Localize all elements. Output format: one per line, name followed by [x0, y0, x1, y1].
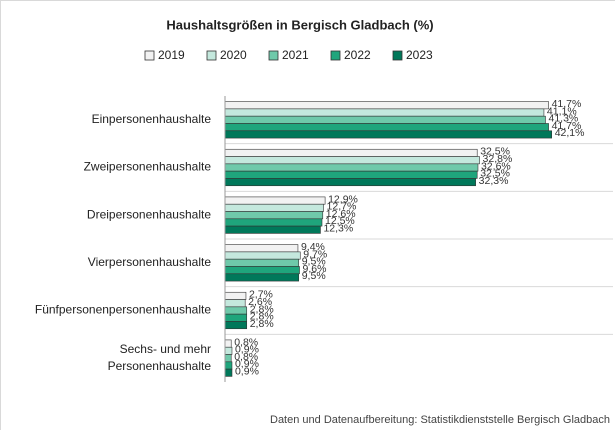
bar — [224, 108, 545, 117]
value-label: 12,3% — [323, 223, 353, 235]
legend-swatch — [392, 50, 403, 61]
value-label: 9,6% — [302, 263, 326, 275]
bar — [224, 354, 232, 363]
value-label: 12,7% — [327, 201, 357, 213]
y-tick-label: Personenhaushalte — [108, 359, 212, 373]
value-label: 0,9% — [235, 366, 259, 378]
legend-label: 2019 — [158, 48, 185, 62]
y-tick-label: Sechs- und mehr — [120, 342, 211, 356]
bar — [224, 163, 479, 172]
legend-label: 2022 — [344, 48, 371, 62]
value-label: 41,1% — [547, 105, 577, 117]
value-label: 9,4% — [301, 241, 325, 253]
y-tick-label: Dreipersonenhaushalte — [87, 207, 211, 221]
bar — [224, 196, 326, 205]
y-tick-label: Fünfpersonenpersonenhaushalte — [35, 303, 211, 317]
y-tick-label: Vierpersonenhaushalte — [88, 255, 212, 269]
value-label: 0,9% — [235, 358, 259, 370]
bar — [224, 178, 476, 187]
bar — [224, 156, 480, 165]
bar — [224, 115, 546, 124]
bar — [224, 266, 300, 275]
source-note: Daten und Datenaufbereitung: Statistikdi… — [270, 414, 610, 426]
value-label: 12,6% — [326, 208, 356, 220]
bar — [224, 299, 246, 308]
legend-swatch — [206, 50, 217, 61]
y-tick-label: Einpersonenhaushalte — [92, 112, 212, 126]
value-label: 32,5% — [480, 146, 510, 158]
value-label: 2,7% — [249, 289, 273, 301]
legend-swatch — [268, 50, 279, 61]
value-label: 0,9% — [235, 344, 259, 356]
value-label: 32,6% — [481, 160, 511, 172]
value-label: 41,7% — [552, 98, 582, 110]
bar — [224, 361, 233, 370]
bar — [224, 339, 232, 348]
legend-swatch — [330, 50, 341, 61]
bar — [224, 313, 248, 322]
bar — [224, 251, 301, 260]
legend-swatch — [144, 50, 155, 61]
chart-title: Haushaltsgrößen in Bergisch Gladbach (%) — [166, 17, 433, 32]
legend-label: 2021 — [282, 48, 309, 62]
value-label: 42,1% — [555, 127, 585, 139]
bar — [224, 218, 323, 227]
bar — [224, 321, 248, 330]
bar — [224, 306, 248, 315]
value-label: 2,8% — [250, 303, 274, 315]
bar — [224, 346, 233, 355]
value-label: 41,3% — [548, 113, 578, 125]
bar — [224, 273, 300, 282]
bar — [224, 123, 549, 132]
value-label: 9,5% — [302, 270, 326, 282]
bar — [224, 291, 247, 300]
value-label: 9,7% — [303, 248, 327, 260]
bar — [224, 211, 324, 220]
bar — [224, 170, 478, 179]
value-label: 0,8% — [234, 351, 258, 363]
value-label: 32,8% — [483, 153, 513, 165]
value-label: 2,8% — [250, 318, 274, 330]
bar — [224, 148, 478, 157]
bar — [224, 368, 233, 377]
value-label: 32,3% — [479, 175, 509, 187]
value-label: 9,5% — [302, 256, 326, 268]
bar — [224, 130, 552, 139]
bar — [224, 258, 300, 267]
legend-label: 2020 — [220, 48, 247, 62]
value-label: 32,5% — [480, 168, 510, 180]
bar — [224, 101, 549, 110]
bar — [224, 225, 321, 234]
value-label: 41,7% — [552, 120, 582, 132]
legend-label: 2023 — [406, 48, 433, 62]
value-label: 2,6% — [248, 296, 272, 308]
value-label: 12,9% — [328, 193, 358, 205]
y-tick-label: Zweipersonenhaushalte — [84, 160, 212, 174]
value-label: 0,8% — [234, 336, 258, 348]
value-label: 12,5% — [325, 215, 355, 227]
value-label: 2,8% — [250, 311, 274, 323]
bar — [224, 203, 324, 212]
bar — [224, 244, 299, 253]
